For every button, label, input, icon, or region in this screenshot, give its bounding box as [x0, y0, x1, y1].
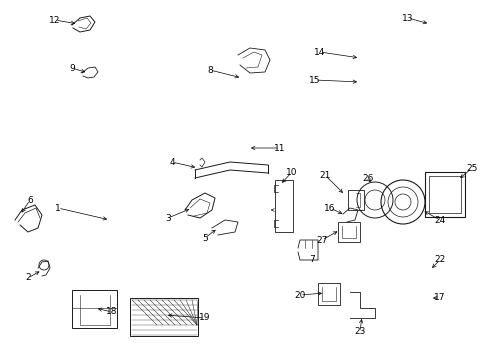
Text: 10: 10 [285, 167, 297, 176]
Text: 23: 23 [354, 328, 365, 337]
Text: 5: 5 [202, 234, 207, 243]
Text: 13: 13 [402, 14, 413, 23]
Text: 27: 27 [316, 235, 327, 244]
Text: 16: 16 [324, 203, 335, 212]
Text: 4: 4 [169, 158, 174, 166]
Text: 26: 26 [362, 174, 373, 183]
Text: 19: 19 [199, 314, 210, 323]
Text: 20: 20 [294, 291, 305, 300]
Text: 9: 9 [69, 63, 75, 72]
Text: 21: 21 [319, 171, 330, 180]
Text: 8: 8 [207, 66, 212, 75]
Text: 22: 22 [433, 256, 445, 265]
Text: 11: 11 [274, 144, 285, 153]
Text: 2: 2 [25, 274, 31, 283]
Text: 6: 6 [27, 195, 33, 204]
Text: 15: 15 [308, 76, 320, 85]
Text: 24: 24 [433, 216, 445, 225]
Text: 1: 1 [55, 203, 61, 212]
Text: 17: 17 [433, 293, 445, 302]
Text: 3: 3 [165, 213, 170, 222]
Text: 14: 14 [314, 48, 325, 57]
Text: 18: 18 [106, 307, 118, 316]
Text: 7: 7 [308, 256, 314, 265]
Text: 25: 25 [466, 163, 477, 172]
Text: 12: 12 [49, 15, 61, 24]
